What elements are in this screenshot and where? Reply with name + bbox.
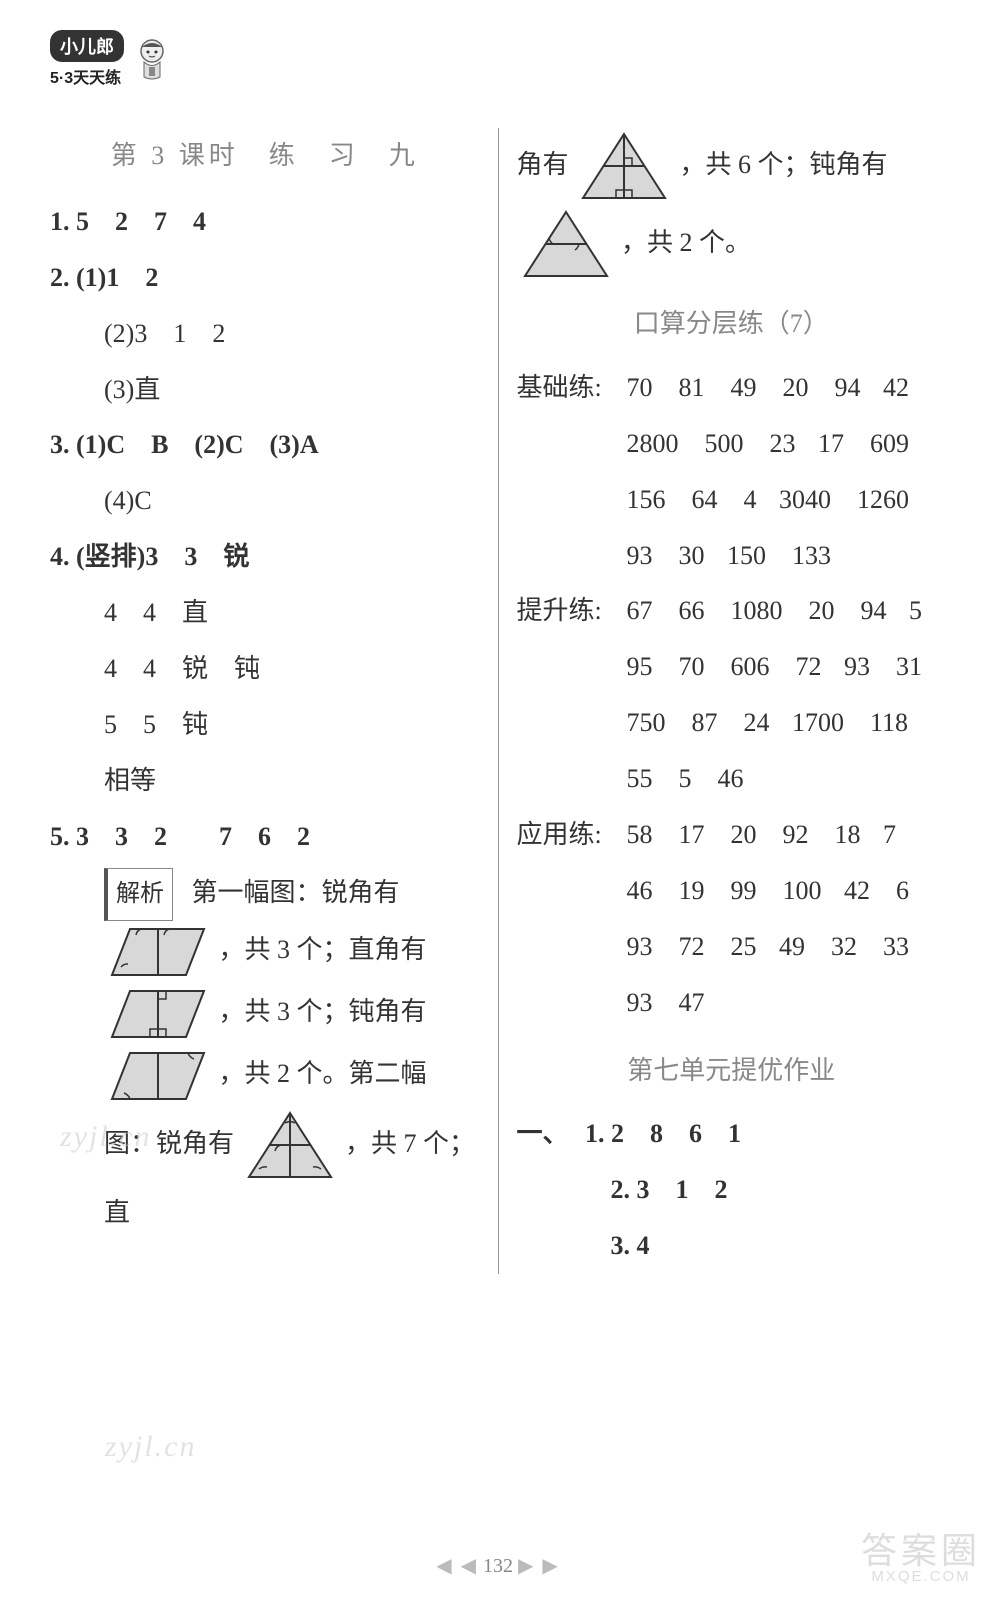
q1: 1. 5 2 7 4: [50, 194, 480, 250]
q5-1: 5. 3 3 2 7 6 2: [50, 809, 480, 865]
improve-label: 提升练:: [517, 583, 627, 807]
right-column: 角有 ，共 6 个；钝角有 ，共 2 个。: [499, 128, 947, 1274]
watermark-brand-text: 答案圈: [861, 1530, 981, 1571]
basic-values: 70 81 49 20 94 42 2800 500 23 17 609 156…: [627, 360, 947, 584]
parallelogram-obtuse-icon: [108, 1045, 208, 1107]
improve-practice-row: 提升练: 67 66 1080 20 94 5 95 70 606 72 93 …: [517, 583, 947, 807]
angle-text1-before: 角有: [517, 150, 569, 179]
watermark-zyjl-1: zyjl.cn: [60, 1120, 151, 1154]
parallelogram-acute-icon: [108, 921, 208, 983]
watermark-brand-sub: MXQE.COM: [861, 1568, 981, 1585]
shape-line-3: ，共 2 个。第二幅: [50, 1045, 480, 1107]
q4-5: 相等: [50, 753, 480, 809]
q4-4: 5 5 钝: [50, 697, 480, 753]
analysis-line: 解析 第一幅图：锐角有: [50, 865, 480, 922]
improve-values: 67 66 1080 20 94 5 95 70 606 72 93 31 75…: [627, 583, 947, 807]
page-number-value: 132: [483, 1555, 513, 1577]
watermark-brand: 答案圈 MXQE.COM: [861, 1522, 981, 1585]
parallelogram-right-icon: [108, 983, 208, 1045]
basic-practice-row: 基础练: 70 81 49 20 94 42 2800 500 23 17 60…: [517, 360, 947, 584]
watermark-zyjl-2: zyjl.cn: [105, 1430, 196, 1464]
shape-line-2: ，共 3 个；钝角有: [50, 983, 480, 1045]
triangle-right-icon: [579, 128, 669, 206]
arrow-left-icon: ◀ ◀: [436, 1555, 478, 1577]
q4-2: 4 4 直: [50, 585, 480, 641]
triangle-obtuse-icon: [521, 206, 611, 284]
apply-label: 应用练:: [517, 807, 627, 1031]
angle-line-2: ，共 2 个。: [517, 206, 947, 284]
unit-title: 第七单元提优作业: [517, 1043, 947, 1099]
shape1-after: ，共 3 个；直角有: [219, 935, 427, 964]
q3-1: 3. (1)C B (2)C (3)A: [50, 417, 480, 473]
mascot-icon: [132, 37, 172, 82]
page-header: 小儿郎 5·3天天练: [50, 30, 946, 88]
apply-practice-row: 应用练: 58 17 20 92 18 7 46 19 99 100 42 6 …: [517, 807, 947, 1031]
q2-2: (2)3 1 2: [50, 306, 480, 362]
q2-1: 2. (1)1 2: [50, 250, 480, 306]
q4-3: 4 4 锐 钝: [50, 641, 480, 697]
logo-bottom-text: 5·3天天练: [50, 64, 121, 88]
q2-3: (3)直: [50, 362, 480, 418]
triangle-acute-icon: [245, 1107, 335, 1185]
roman-one: 一、: [517, 1119, 569, 1148]
unit-q1-1: 一、 1. 2 8 6 1: [517, 1106, 947, 1162]
shape3-after: ，共 2 个。第二幅: [219, 1059, 427, 1088]
left-column: 第 3 课时 练 习 九 1. 5 2 7 4 2. (1)1 2 (2)3 1…: [50, 128, 499, 1274]
calc-section-title: 口算分层练（7）: [517, 296, 947, 352]
u1-2: 2. 3 1 2: [517, 1162, 947, 1218]
arrow-right-icon: ▶ ▶: [518, 1555, 560, 1577]
u1-3: 3. 4: [517, 1218, 947, 1274]
apply-values: 58 17 20 92 18 7 46 19 99 100 42 6 93 72…: [627, 807, 947, 1031]
logo-badge: 小儿郎 5·3天天练: [50, 30, 124, 88]
q3-2: (4)C: [50, 473, 480, 529]
analysis-label: 解析: [104, 868, 173, 922]
shape-line-1: ，共 3 个；直角有: [50, 921, 480, 983]
u1-1: 1. 2 8 6 1: [585, 1119, 741, 1148]
analysis-intro: 第一幅图：锐角有: [192, 878, 400, 907]
angle-line-1: 角有 ，共 6 个；钝角有: [517, 128, 947, 206]
angle-text2-after: ，共 2 个。: [621, 228, 751, 257]
basic-label: 基础练:: [517, 360, 627, 584]
lesson-title: 第 3 课时 练 习 九: [50, 128, 480, 184]
q4-1: 4. (竖排)3 3 锐: [50, 529, 480, 585]
angle-text1-after: ，共 6 个；钝角有: [680, 150, 888, 179]
page-number: ◀ ◀ 132 ▶ ▶: [0, 1553, 996, 1578]
shape2-after: ，共 3 个；钝角有: [219, 997, 427, 1026]
logo-top-text: 小儿郎: [50, 30, 124, 62]
